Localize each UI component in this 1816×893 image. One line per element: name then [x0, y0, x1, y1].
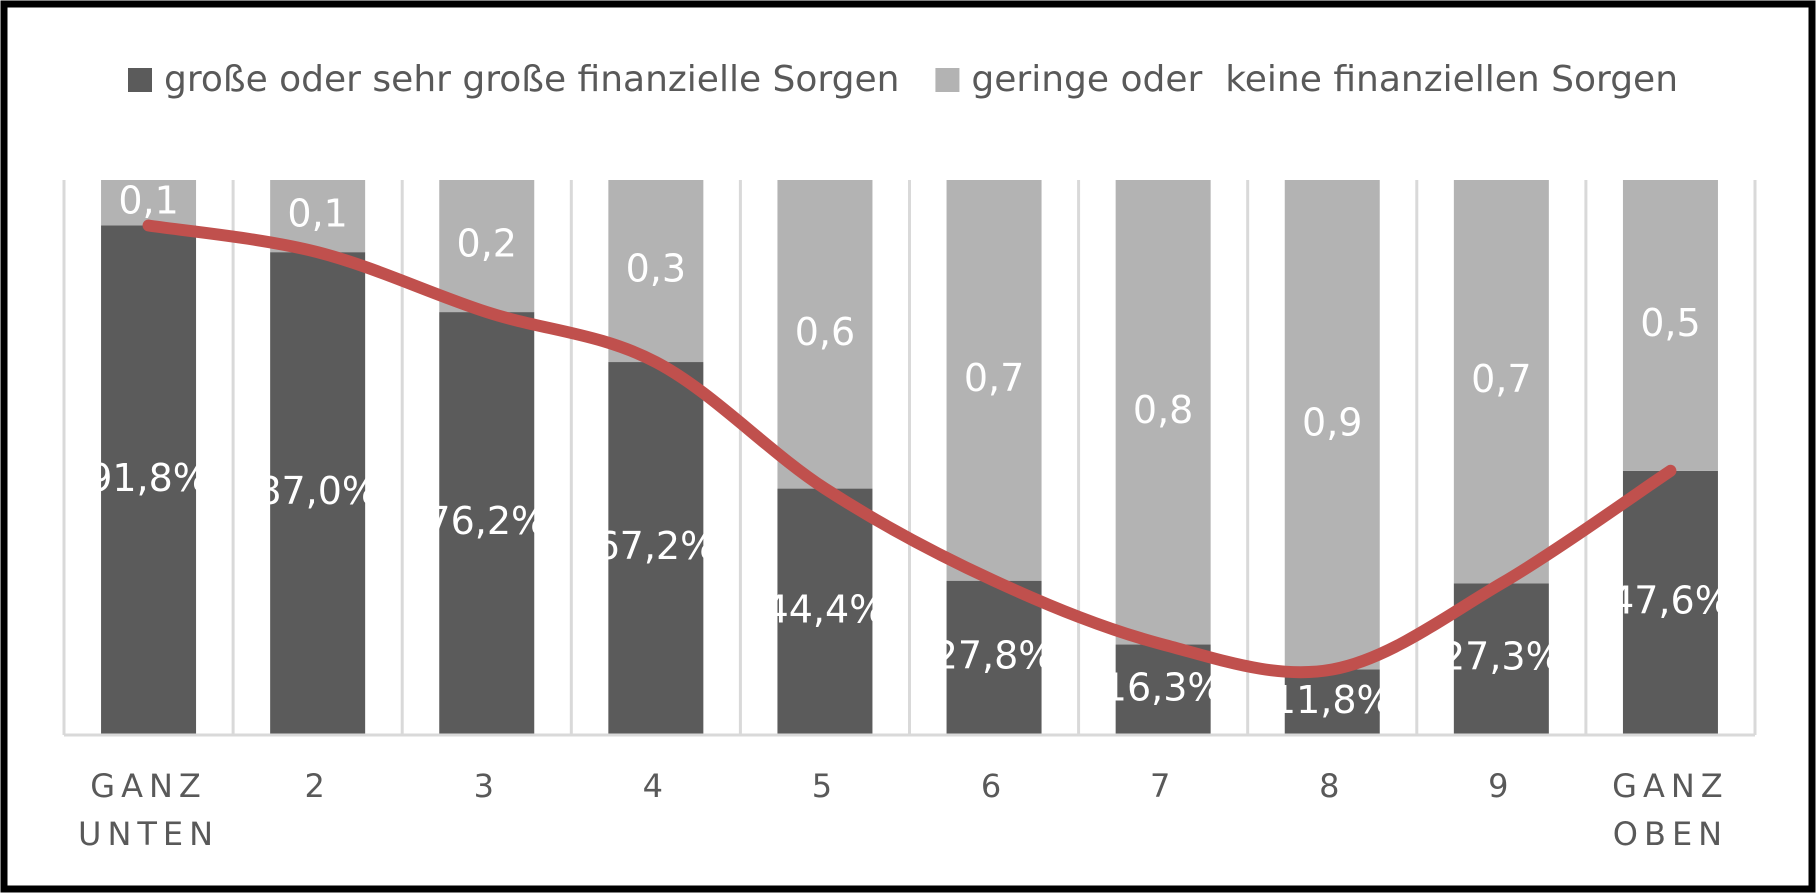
data-label: 47,6% [1610, 578, 1731, 622]
trend-line [142, 219, 1677, 679]
x-tick-label: 9 [1488, 767, 1514, 805]
bar-segment [101, 180, 197, 226]
x-tick-label: 3 [474, 767, 500, 805]
data-label: 27,8% [934, 633, 1055, 677]
bar-segment [270, 252, 366, 735]
bar-segment [439, 312, 535, 735]
bar-segment [1284, 669, 1380, 735]
data-label: 76,2% [426, 499, 547, 543]
data-label: 0,3 [626, 247, 686, 291]
bar-segment [1622, 470, 1718, 735]
data-label: 11,8% [1272, 678, 1393, 722]
data-label: 44,4% [765, 587, 886, 631]
data-label: 0,6 [795, 310, 855, 354]
bar-segment [1115, 644, 1211, 735]
legend-swatch [128, 68, 152, 92]
x-tick-label-line: UNTEN [78, 815, 219, 853]
data-label: 0,7 [964, 356, 1024, 400]
data-label: 67,2% [595, 524, 716, 568]
data-label: 0,9 [1302, 400, 1362, 444]
bar-segment [608, 180, 704, 363]
x-tick-label: GANZ OBEN [1612, 767, 1729, 853]
legend-label: große oder sehr große finanzielle Sorgen [164, 59, 899, 100]
data-label: 0,2 [457, 222, 517, 266]
bar-segment [1453, 180, 1549, 584]
bar-segment [1284, 180, 1380, 670]
legend-swatch [935, 68, 960, 92]
x-tick-label: 7 [1150, 767, 1176, 805]
data-label: 87,0% [257, 469, 378, 513]
x-tick-label: 2 [304, 767, 330, 805]
bar-segment [101, 225, 197, 735]
bar-segment [608, 362, 704, 735]
bar-segment [777, 180, 873, 489]
data-label: 0,7 [1471, 357, 1531, 401]
data-label: 0,5 [1640, 301, 1700, 345]
x-tick-label-line: OBEN [1613, 815, 1728, 853]
data-label: 0,8 [1133, 388, 1193, 432]
x-tick-label: 5 [812, 767, 838, 805]
x-tick-label: 6 [981, 767, 1007, 805]
bar-segment [1115, 180, 1211, 645]
data-label: 0,1 [287, 192, 347, 236]
bar-segment [439, 180, 535, 313]
x-tick-label: GANZ UNTEN [78, 767, 219, 853]
x-tick-label: 8 [1319, 767, 1345, 805]
bar-segment [946, 580, 1042, 735]
data-label: 91,8% [88, 456, 209, 500]
data-label: 0,1 [118, 178, 178, 222]
x-tick-label-line: GANZ [1612, 767, 1729, 805]
legend-label: geringe oder keine finanziellen Sorgen [971, 59, 1678, 100]
bar-segment [946, 180, 1042, 581]
bar-segment [1622, 180, 1718, 471]
x-tick-label: 4 [643, 767, 669, 805]
data-label: 27,3% [1441, 635, 1562, 679]
data-label: 16,3% [1103, 665, 1224, 709]
x-tick-label-line: GANZ [90, 767, 207, 805]
bar-segment [777, 488, 873, 735]
